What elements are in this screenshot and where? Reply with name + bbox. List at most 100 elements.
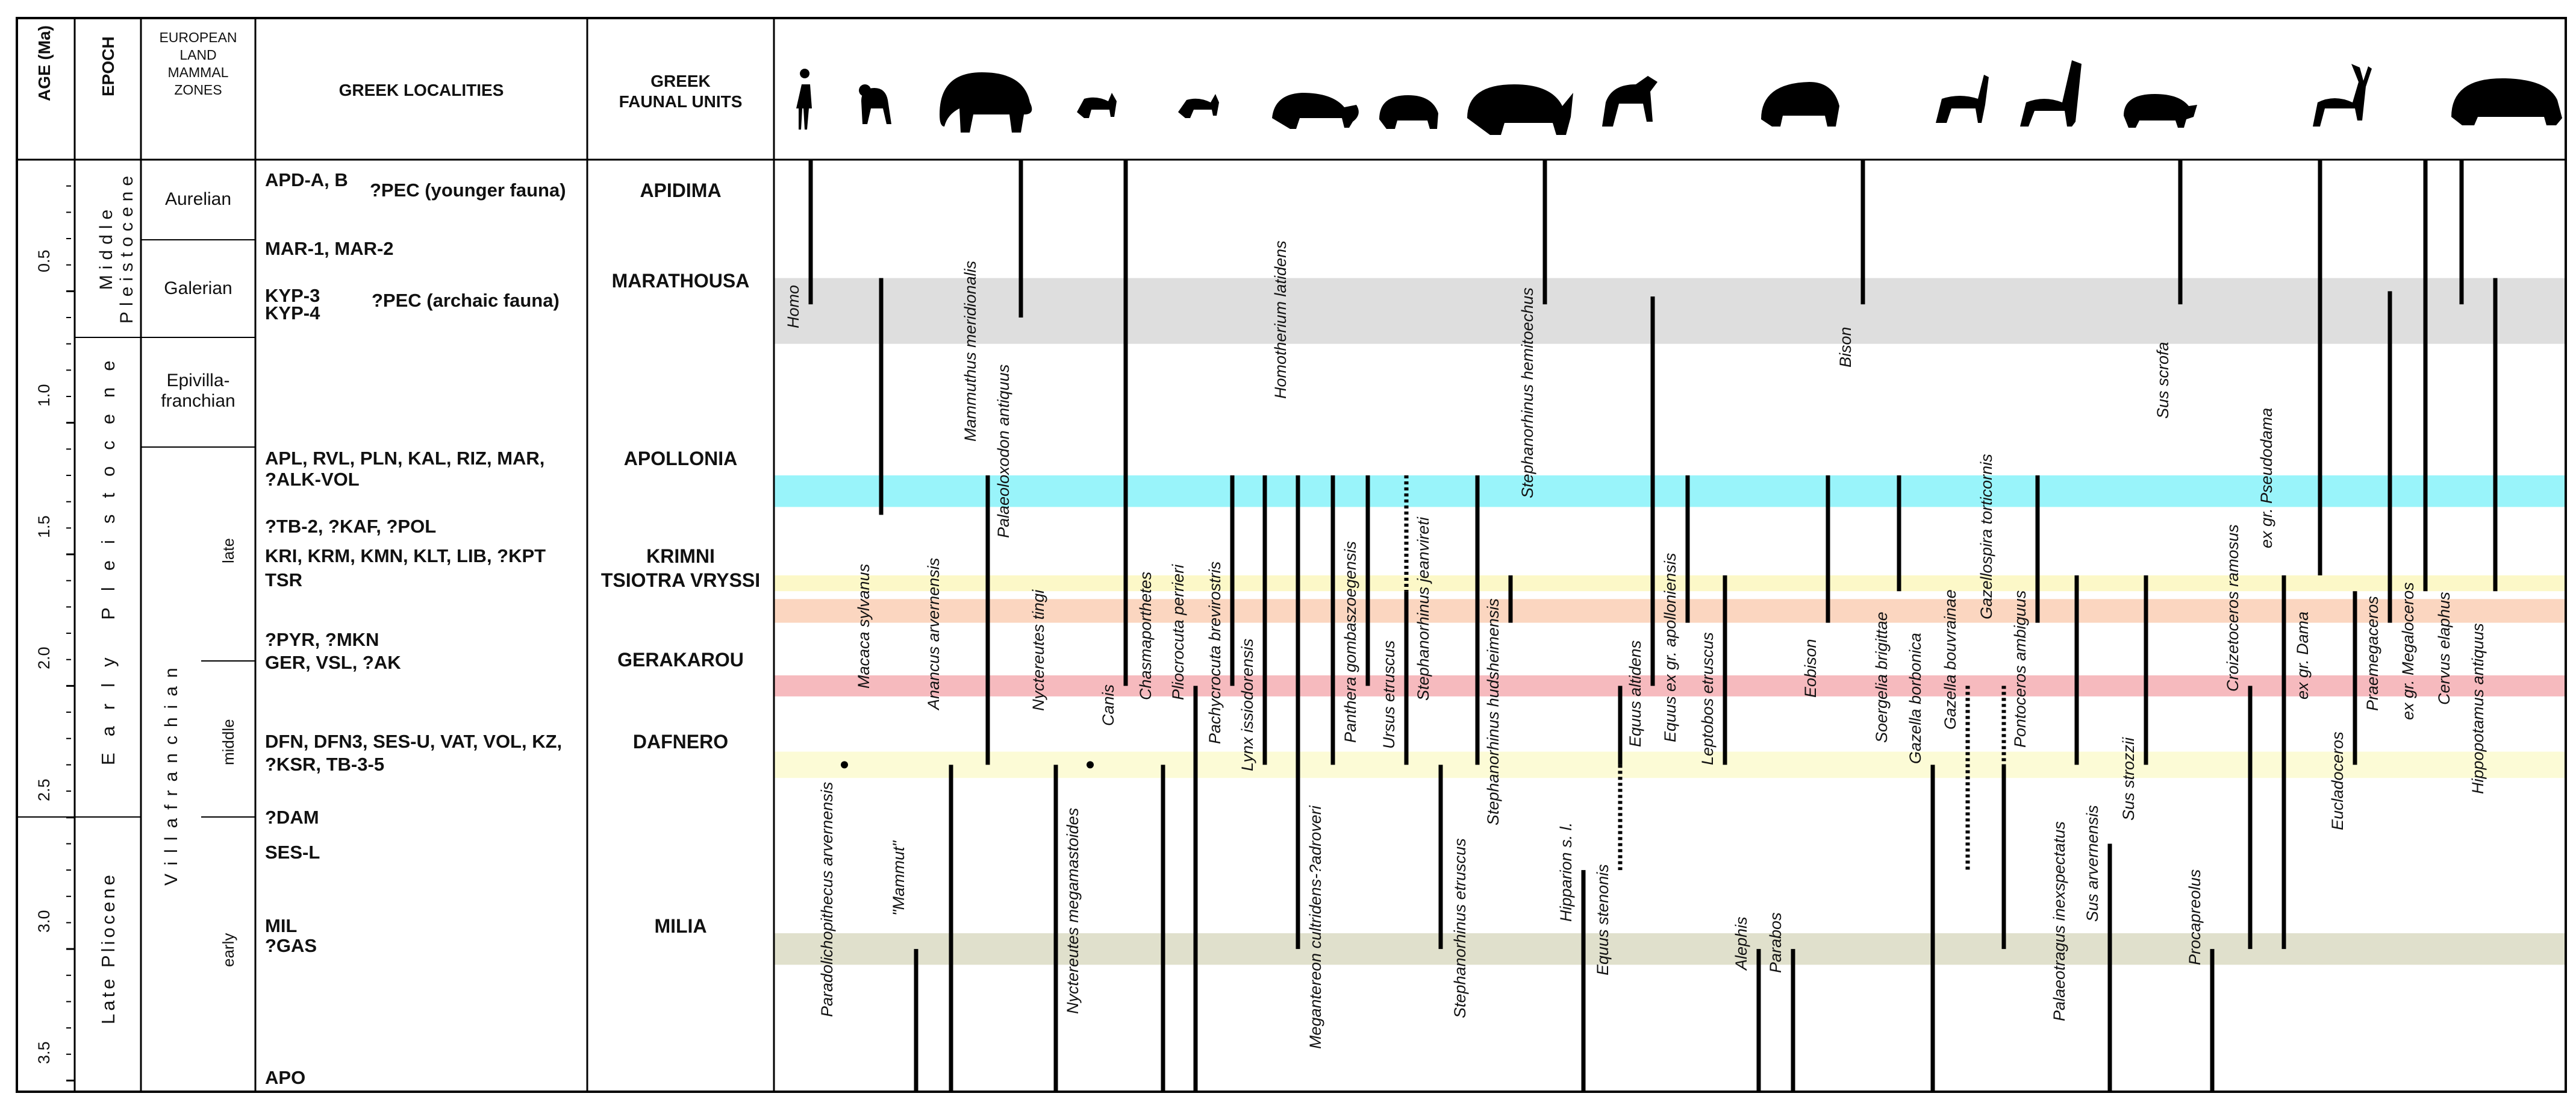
band-dafnero [774,751,2566,778]
hippo-icon [2451,78,2562,125]
band-apollonia [774,475,2566,507]
taxon-label: Equus stenonis [1594,864,1612,975]
localities-header: GREEK LOCALITIES [338,81,504,99]
units-header: GREEK FAUNAL UNITS [619,72,743,111]
band-tsiotra-vryssi [774,599,2566,623]
taxon-label: Macaca sylvanus [855,563,873,689]
taxon-label: Chasmaporthetes [1137,571,1155,700]
bison-icon [1761,82,1839,127]
taxon-label: "Mammut" [890,840,908,916]
taxon-label: Gazella borbonica [1906,633,1924,764]
zone-epivillafranchian: Epivilla-franchian [161,371,235,411]
subzone-late: late [219,538,237,563]
unit-krimni: KRIMNI [646,545,715,567]
epoch-middle-pleistocene: Middle Pleistocene [96,170,137,324]
taxon-label: Alephis [1732,916,1750,970]
taxon-label: Stephanorhinus hudsheimensis [1484,598,1502,825]
unit-gerakarou: GERAKAROU [617,649,744,671]
taxon-label: Hipparion s. l. [1557,822,1575,922]
taxon-label: Nyctereutes tingi [1029,589,1047,711]
taxon-label: Stephanorhinus jeanvireti [1414,517,1432,701]
locality: DFN, DFN3, SES-U, VAT, VOL, KZ, [265,731,563,752]
taxon-label: Pachycrocuta brevirostris [1206,561,1224,744]
subzone-early: early [219,933,237,967]
taxon-label: Stephanorhinus hemitoechus [1518,287,1536,498]
taxon-label: ex gr. Pseudodama [2257,407,2275,548]
taxon-label: Parabos [1767,912,1785,973]
dog-icon [1077,93,1117,118]
tick-label: 1.5 [35,515,53,538]
taxon-label: Megantereon cultridens-?adroveri [1306,806,1324,1049]
locality: KRI, KRM, KMN, KLT, LIB, ?KPT [265,545,546,566]
taxon-label: Procapreolus [2186,869,2204,965]
locality: ?GAS [265,935,317,956]
deer-icon [2313,64,2372,127]
taxon-label: Sus strozzii [2119,737,2138,821]
locality: APD-A, B [265,169,348,190]
table-frame [16,17,2567,1093]
range-nyctereutes-megamastoides-dot [1087,761,1094,769]
rhino-icon [1467,84,1573,135]
locality: ?PEC (archaic fauna) [372,290,560,311]
taxon-label: Palaeotragus inexspectatus [2050,821,2068,1021]
taxon-label: Sus scrofa [2154,342,2172,419]
unit-dafnero: DAFNERO [632,731,729,753]
taxon-label: Mammuthus meridionalis [961,260,979,442]
locality: ?ALK-VOL [265,469,360,490]
tick-label: 0.5 [35,249,53,272]
wolf-icon [1178,94,1219,118]
zone-aurelian: Aurelian [164,189,232,209]
taxon-label: Ursus etruscus [1380,640,1398,749]
unit-tsiotra-vryssi: TSIOTRA VRYSSI [600,569,761,591]
sabertooth-icon [1272,93,1359,129]
epoch-header: EPOCH [99,36,117,96]
taxon-label: Bison [1836,327,1854,368]
band-marathousa [774,278,2566,344]
taxon-label: Equus altidens [1626,640,1644,747]
locality: MAR-1, MAR-2 [265,238,394,259]
taxon-label: Canis [1099,684,1117,726]
taxon-label: Hippopotamus antiquus [2469,623,2487,794]
band-krimni [774,575,2566,592]
unit-apidima: APIDIMA [640,180,722,201]
locality: APL, RVL, PLN, KAL, RIZ, MAR, [265,448,545,469]
subzone-middle: middle [219,719,237,765]
locality: TSR [265,569,302,590]
okapi-icon [2020,60,2082,127]
taxon-ranges [808,160,2498,1092]
taxon-label: ex gr. Dama [2294,611,2312,699]
taxon-label: Pontoceros ambiguus [2011,590,2029,748]
taxon-label: Croizetoceros ramosus [2224,524,2242,692]
locality: KYP-3 [265,285,320,306]
locality: GER, VSL, ?AK [265,652,401,673]
locality: ?TB-2, ?KAF, ?POL [265,516,437,537]
zone-villafranchian: Villafranchian [161,659,181,886]
unit-apollonia: APOLLONIA [623,448,738,469]
taxon-label: Soergelia brigittae [1873,612,1891,743]
locality: MIL [265,915,298,936]
locality: KYP-4 [265,302,320,324]
locality: ?DAM [265,807,319,828]
taxon-label: Pliocrocuta perrieri [1169,564,1187,700]
taxon-label: ex gr. Megaloceros [2399,582,2417,720]
taxon-label: Lynx issiodorensis [1238,638,1256,771]
age-ticks [66,185,75,1081]
taxon-label: Panthera gombaszoegensis [1341,541,1359,743]
monkey-icon [859,84,891,124]
locality: ?KSR, TB-3-5 [265,754,385,775]
epoch-late-pliocene: Late Pliocene [98,872,119,1024]
horse-icon [1602,76,1658,127]
animal-silhouettes [796,60,2562,135]
zones-header: EUROPEAN LAND MAMMAL ZONES [159,30,237,98]
pig-icon [2124,94,2197,128]
epoch-early-pleistocene: Early Pleistocene [98,344,119,765]
taxon-label: Homo [784,284,802,328]
taxon-label: Palaeoloxodon antiquus [994,364,1012,538]
taxon-label: Stephanorhinus etruscus [1451,838,1469,1018]
age-header: AGE (Ma) [35,25,54,101]
taxon-label: Anancus arvernensis [925,557,943,710]
taxon-label: Nyctereutes megamastoides [1064,807,1082,1014]
mammoth-icon [940,72,1032,133]
